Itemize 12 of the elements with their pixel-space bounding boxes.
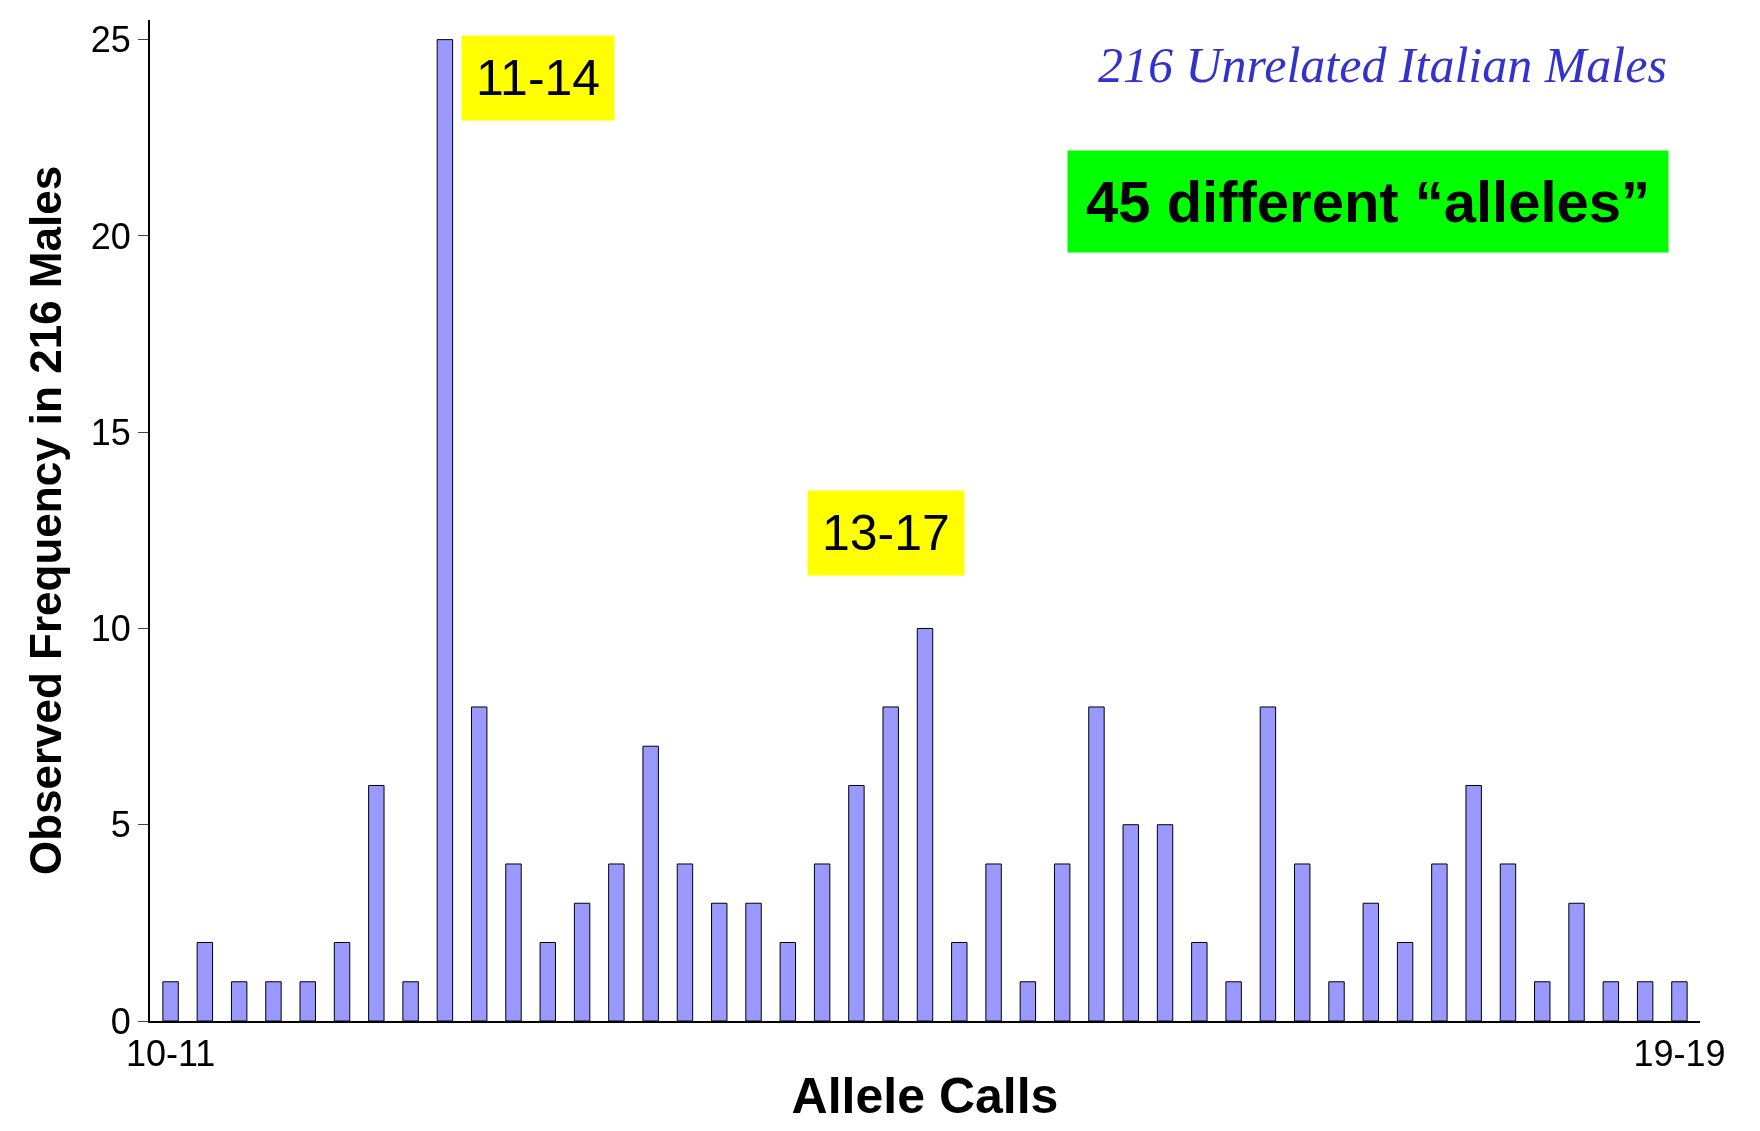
annotation: 13-17 — [822, 505, 950, 561]
y-axis-title: Observed Frequency in 216 Males — [21, 165, 71, 876]
x-axis-title: Allele Calls — [791, 1068, 1059, 1125]
y-tick-label: 25 — [90, 19, 131, 61]
text: 45 different “alleles” — [1086, 169, 1651, 234]
chart-title: 216 Unrelated Italian Males — [1098, 37, 1667, 93]
annotation: 11-14 — [476, 50, 601, 106]
y-tick-label: 15 — [90, 411, 131, 453]
y-tick-label: 5 — [110, 804, 131, 846]
y-tick-label: 10 — [90, 608, 131, 650]
x-tick-label: 19-19 — [1633, 1033, 1726, 1075]
y-tick-label: 20 — [90, 215, 131, 257]
